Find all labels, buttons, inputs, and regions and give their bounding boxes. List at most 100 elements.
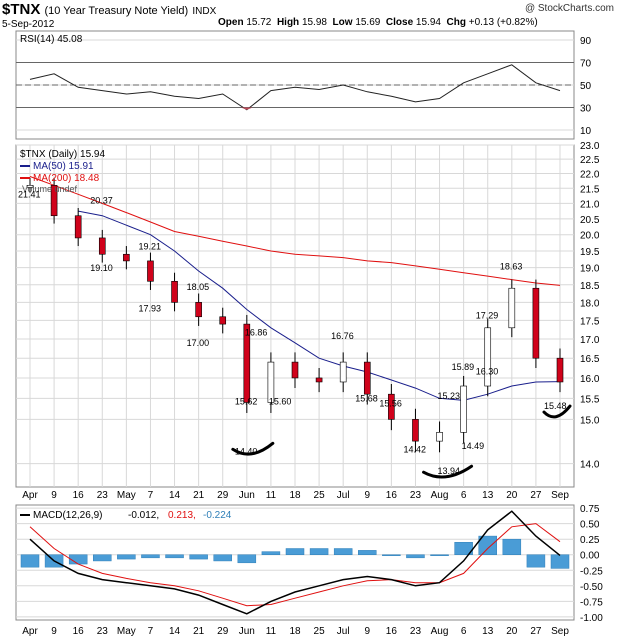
x-axis-label: 6 (461, 490, 467, 501)
candle-body (556, 357, 564, 383)
price-tick-label: 23.0 (580, 141, 600, 152)
rsi-tick-label: 50 (580, 81, 592, 92)
candle-body (532, 287, 540, 359)
price-annotation: 18.05 (187, 282, 210, 292)
x-axis-label: 16 (386, 490, 398, 501)
macd-legend-signal: 0.213, (168, 510, 196, 521)
high-value: 15.98 (301, 17, 327, 28)
macd-histogram-bar (333, 548, 353, 555)
price-annotation: 16.30 (476, 367, 499, 377)
x-axis-label-bottom: Jul (337, 626, 350, 637)
rsi-tick-label: 10 (580, 126, 592, 137)
x-axis-label-bottom: 21 (193, 626, 205, 637)
macd-histogram-bar (189, 554, 208, 560)
x-axis-label: May (117, 490, 136, 501)
price-annotation: 19.21 (138, 241, 161, 251)
macd-histogram-bar (141, 554, 160, 559)
macd-legend-macd: -0.012, (128, 510, 159, 521)
legend-ticker: $TNX (Daily) 15.94 (20, 149, 105, 160)
macd-tick-label: -1.00 (580, 613, 603, 624)
rsi-oversold-area (240, 107, 253, 110)
price-annotation: 15.23 (438, 391, 461, 401)
x-axis: Apr Apr 9 9 16 16 23 23 May May 7 7 14 14 21 21 29 29 Jun J… (22, 490, 569, 637)
candle-body (436, 432, 443, 442)
price-annotation: 14.49 (462, 441, 485, 451)
macd-histogram-bar (213, 554, 232, 562)
open-value: 15.72 (246, 17, 272, 28)
x-axis-label: 9 (51, 490, 57, 501)
candle-body (219, 316, 227, 325)
price-annotation: 16.86 (245, 327, 268, 337)
price-tick-label: 21.5 (580, 184, 600, 195)
x-axis-label-bottom: 16 (73, 626, 85, 637)
ohlc-bar: Open 15.72 High 15.98 Low 15.69 Close 15… (218, 17, 538, 28)
macd-tick-label: 0.75 (580, 504, 600, 515)
chg-label: Chg (446, 17, 466, 28)
x-axis-label-bottom: Jun (239, 626, 255, 637)
price-tick-label: 19.0 (580, 264, 600, 275)
macd-tick-label: -0.25 (580, 566, 603, 577)
price-annotation: 15.48 (544, 401, 567, 411)
x-axis-label: Aug (431, 490, 449, 501)
x-axis-label: 11 (266, 490, 277, 501)
price-annotation: 17.29 (476, 311, 499, 321)
price-annotation: 15.60 (269, 397, 292, 407)
macd-histogram-bar (430, 554, 449, 556)
ma200-line (29, 176, 561, 286)
macd-tick-label: -0.50 (580, 582, 603, 593)
x-axis-label: 27 (530, 490, 542, 501)
x-axis-label: Jun (239, 490, 255, 501)
price-tick-label: 21.0 (580, 199, 600, 210)
macd-histogram-bar (261, 551, 281, 555)
price-tick-label: 19.5 (580, 247, 600, 258)
x-axis-label: 9 (364, 490, 370, 501)
x-axis-label: Sep (551, 490, 569, 501)
macd-histogram-bar (309, 548, 329, 555)
candle-body (315, 377, 323, 383)
candle-body (363, 361, 371, 395)
price-tick-label: 14.0 (580, 460, 600, 471)
rsi-tick-label: 90 (580, 36, 592, 47)
x-axis-label-bottom: 27 (530, 626, 542, 637)
price-panel: 23.0 22.5 22.0 21.5 21.0 20.5 20.0 19.5 19.0 18.5… (15, 141, 600, 488)
candle-body (291, 361, 299, 379)
x-axis-label-bottom: 9 (51, 626, 57, 637)
price-annotation: 17.00 (187, 338, 210, 348)
x-axis-label: 21 (193, 490, 205, 501)
date: 5-Sep-2012 (2, 19, 55, 30)
price-tick-label: 20.5 (580, 215, 600, 226)
symbol: $TNX (2, 1, 41, 18)
price-tick-label: 18.5 (580, 281, 600, 292)
candle-body (267, 361, 275, 403)
x-axis-label-bottom: 6 (461, 626, 467, 637)
x-axis-label: 16 (73, 490, 85, 501)
macd-histogram-bar (117, 554, 136, 560)
rsi-panel: 90 70 50 30 10 RSI(14) 45.08 (15, 30, 592, 140)
x-axis-label: 20 (506, 490, 518, 501)
macd-histogram-bar (406, 554, 425, 559)
macd-histogram-bar (550, 554, 570, 569)
low-value: 15.69 (355, 17, 381, 28)
rsi-legend: RSI(14) 45.08 (20, 34, 83, 45)
x-axis-label-bottom: Aug (431, 626, 449, 637)
ma50-line (78, 210, 561, 401)
price-annotation: 13.94 (438, 466, 461, 476)
x-axis-label-bottom: 13 (482, 626, 494, 637)
x-axis-label: 7 (148, 490, 154, 501)
candle-body (147, 260, 154, 282)
x-axis-label-bottom: 14 (169, 626, 181, 637)
candle-body (123, 253, 130, 262)
price-tick-label: 15.0 (580, 415, 600, 426)
macd-tick-label: 0.25 (580, 535, 600, 546)
close-label: Close (385, 17, 414, 28)
candle-body (26, 185, 34, 188)
candle-body (412, 419, 419, 442)
price-tick-label: 17.0 (580, 335, 600, 346)
macd-histogram-bar (358, 550, 377, 555)
x-axis-label: 18 (289, 490, 301, 501)
price-annotation: 17.93 (138, 303, 161, 313)
macd-histogram-bar (20, 554, 40, 568)
candle-body (195, 302, 202, 318)
macd-histogram-bar (68, 554, 88, 565)
